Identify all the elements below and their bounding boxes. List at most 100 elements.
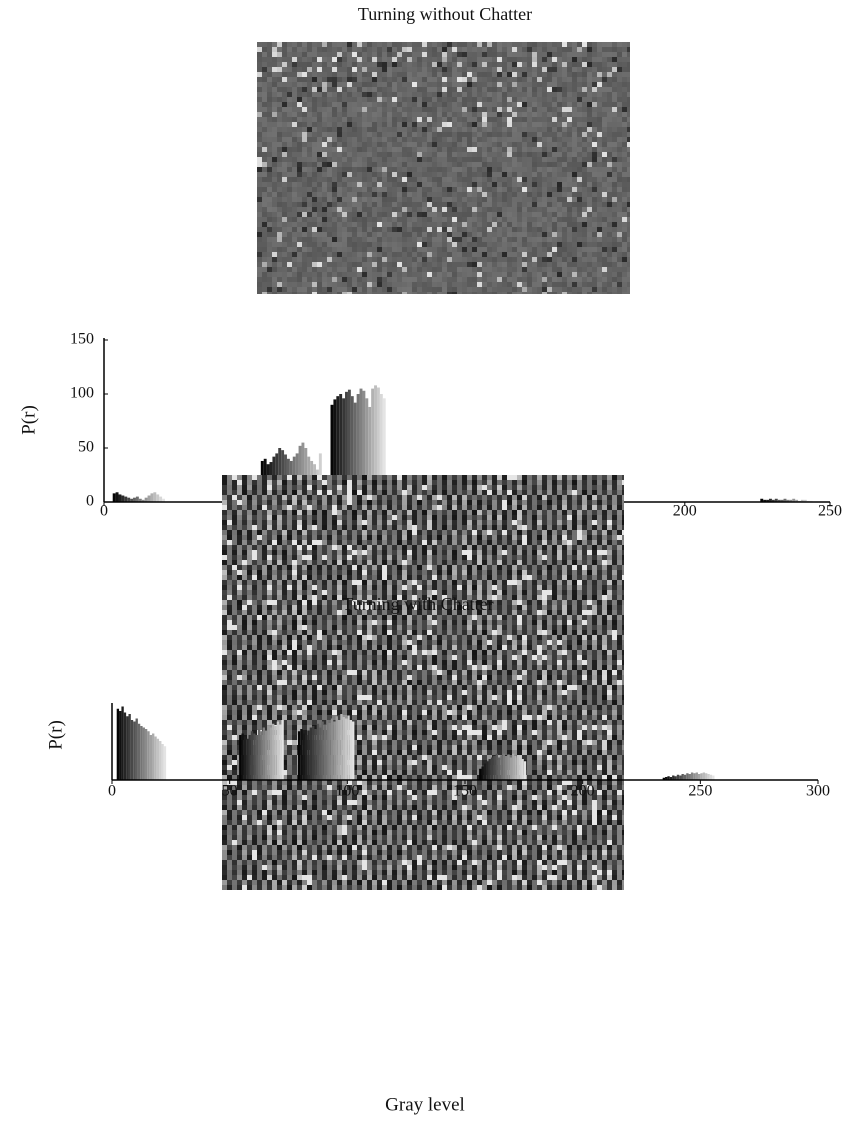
pixel: [462, 102, 467, 107]
pixel: [332, 162, 337, 167]
pixel: [492, 67, 497, 72]
pixel: [517, 282, 522, 287]
pixel: [582, 142, 587, 147]
pixel: [522, 127, 527, 132]
pixel: [282, 247, 287, 252]
pixel: [482, 152, 487, 157]
pixel: [307, 272, 312, 277]
pixel: [392, 182, 397, 187]
pixel: [527, 157, 532, 162]
pixel: [517, 172, 522, 177]
pixel: [462, 277, 467, 282]
pixel: [407, 92, 412, 97]
pixel: [357, 292, 362, 294]
pixel: [557, 530, 562, 535]
pixel: [442, 117, 447, 122]
pixel: [492, 277, 497, 282]
pixel: [542, 107, 547, 112]
pixel: [337, 277, 342, 282]
pixel: [302, 162, 307, 167]
pixel: [272, 152, 277, 157]
pixel: [402, 525, 407, 530]
pixel: [562, 535, 567, 540]
pixel: [542, 530, 547, 535]
pixel: [247, 485, 252, 490]
pixel: [257, 152, 262, 157]
pixel: [577, 132, 582, 137]
pixel: [322, 62, 327, 67]
pixel: [517, 132, 522, 137]
pixel: [297, 72, 302, 77]
pixel: [327, 475, 332, 480]
pixel: [497, 112, 502, 117]
pixel: [567, 267, 572, 272]
pixel: [382, 480, 387, 485]
pixel: [387, 520, 392, 525]
pixel: [417, 272, 422, 277]
x-tick-label: 250: [818, 503, 842, 520]
pixel: [487, 232, 492, 237]
pixel: [617, 232, 622, 237]
pixel: [267, 267, 272, 272]
pixel: [442, 167, 447, 172]
pixel: [347, 222, 352, 227]
pixel: [352, 262, 357, 267]
pixel: [427, 92, 432, 97]
pixel: [617, 172, 622, 177]
pixel: [282, 237, 287, 242]
pixel: [557, 172, 562, 177]
pixel: [267, 57, 272, 62]
pixel: [342, 162, 347, 167]
pixel: [307, 292, 312, 294]
pixel: [292, 182, 297, 187]
pixel: [547, 500, 552, 505]
pixel: [567, 490, 572, 495]
pixel: [487, 132, 492, 137]
pixel: [392, 107, 397, 112]
pixel: [382, 222, 387, 227]
pixel: [517, 187, 522, 192]
pixel: [617, 227, 622, 232]
pixel: [557, 287, 562, 292]
pixel: [537, 272, 542, 277]
pixel: [597, 237, 602, 242]
pixel: [427, 77, 432, 82]
pixel: [477, 267, 482, 272]
pixel: [622, 97, 627, 102]
pixel: [602, 92, 607, 97]
pixel: [612, 207, 617, 212]
pixel: [297, 282, 302, 287]
pixel: [332, 172, 337, 177]
pixel: [547, 292, 552, 294]
pixel: [592, 267, 597, 272]
pixel: [482, 162, 487, 167]
pixel: [457, 82, 462, 87]
pixel: [492, 187, 497, 192]
pixel: [472, 207, 477, 212]
pixel: [372, 92, 377, 97]
pixel: [592, 500, 597, 505]
pixel: [582, 272, 587, 277]
pixel: [617, 282, 622, 287]
pixel: [577, 252, 582, 257]
pixel: [372, 257, 377, 262]
pixel: [507, 257, 512, 262]
pixel: [432, 500, 437, 505]
pixel: [367, 252, 372, 257]
pixel: [537, 242, 542, 247]
pixel: [292, 122, 297, 127]
pixel: [617, 127, 622, 132]
pixel: [417, 52, 422, 57]
pixel: [502, 495, 507, 500]
pixel: [367, 107, 372, 112]
pixel: [347, 182, 352, 187]
pixel: [262, 177, 267, 182]
pixel: [492, 147, 497, 152]
pixel: [437, 132, 442, 137]
pixel: [467, 480, 472, 485]
pixel: [617, 525, 622, 530]
pixel: [452, 247, 457, 252]
pixel: [492, 57, 497, 62]
pixel: [502, 117, 507, 122]
pixel: [467, 152, 472, 157]
